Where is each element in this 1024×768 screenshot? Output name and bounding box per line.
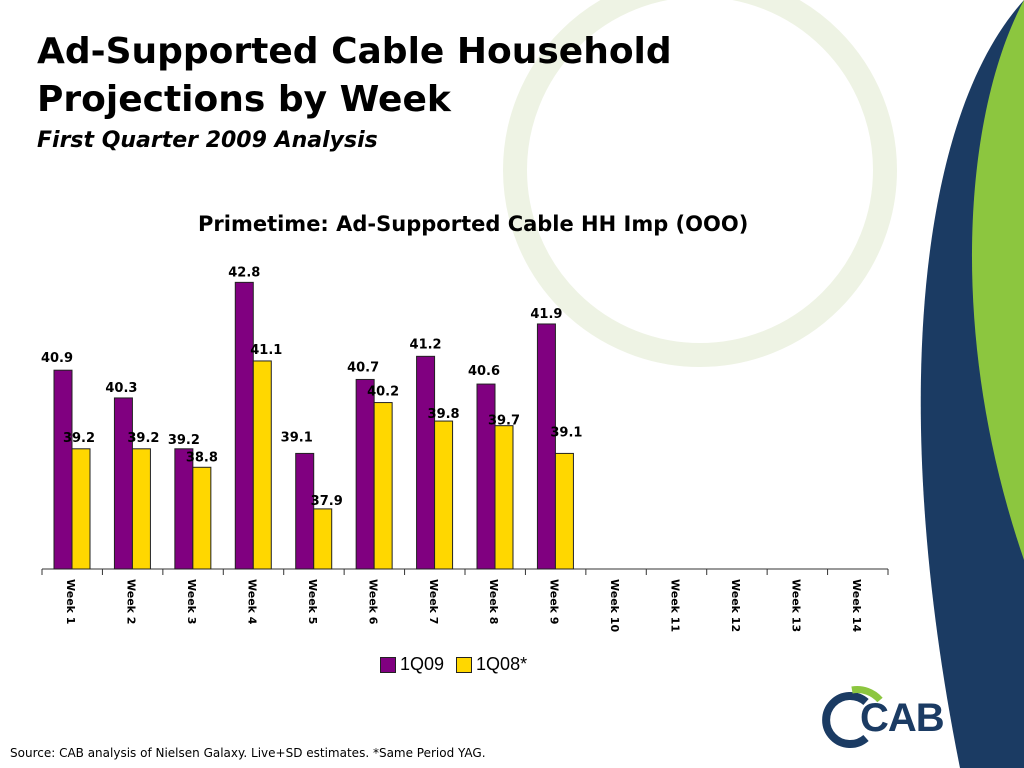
bar-1q08 bbox=[494, 425, 514, 570]
bar-1q09 bbox=[295, 452, 315, 570]
cab-logo-mark bbox=[822, 686, 883, 748]
bar-1q08 bbox=[252, 360, 272, 570]
legend-item-1q09: 1Q09 bbox=[380, 654, 444, 675]
bar-1q09 bbox=[536, 323, 556, 570]
x-tick-label: Week 3 bbox=[185, 579, 198, 624]
page-title: Ad-Supported Cable Household Projections… bbox=[37, 28, 672, 124]
data-label: 39.1 bbox=[281, 430, 313, 445]
watermark-ring bbox=[503, 0, 897, 367]
data-label: 39.1 bbox=[550, 425, 582, 440]
x-tick-label: Week 14 bbox=[850, 579, 863, 632]
legend-label-1q09: 1Q09 bbox=[400, 654, 445, 674]
legend-swatch-1q08 bbox=[456, 656, 473, 673]
x-tick-label: Week 7 bbox=[427, 579, 440, 624]
bar-1q08 bbox=[192, 466, 212, 570]
x-tick-label: Week 5 bbox=[306, 579, 319, 624]
page-subtitle: First Quarter 2009 Analysis bbox=[37, 128, 378, 153]
legend-label-1q08: 1Q08* bbox=[476, 654, 528, 674]
bar-1q09 bbox=[113, 397, 133, 570]
x-tick-label: Week 13 bbox=[789, 579, 802, 632]
x-tick-label: Week 11 bbox=[669, 579, 682, 632]
data-label: 39.2 bbox=[63, 431, 95, 446]
bar-1q08 bbox=[554, 452, 574, 570]
cab-logo: CAB bbox=[822, 680, 982, 752]
data-label: 40.3 bbox=[105, 381, 137, 396]
bar-1q08 bbox=[373, 402, 393, 570]
bar-1q09 bbox=[355, 378, 375, 570]
data-label: 41.2 bbox=[410, 337, 442, 352]
data-label: 42.8 bbox=[228, 265, 260, 280]
legend-swatch-1q09 bbox=[380, 656, 396, 673]
data-label: 41.1 bbox=[250, 343, 282, 358]
data-label: 40.6 bbox=[468, 364, 500, 379]
data-label: 40.9 bbox=[41, 351, 73, 366]
x-tick-label: Week 4 bbox=[246, 579, 259, 625]
x-tick-label: Week 10 bbox=[608, 579, 621, 632]
x-tick-label: Week 8 bbox=[487, 579, 500, 624]
data-label: 40.7 bbox=[347, 360, 379, 375]
title-line-1: Ad-Supported Cable Household bbox=[37, 31, 672, 72]
data-label: 40.2 bbox=[367, 385, 399, 400]
data-label: 39.7 bbox=[488, 414, 520, 429]
green-swoosh bbox=[971, 0, 1024, 560]
data-label: 39.8 bbox=[428, 407, 460, 422]
chart-legend: 1Q09 1Q08* bbox=[380, 654, 527, 675]
x-tick-label: Week 2 bbox=[125, 579, 138, 624]
data-label: 39.2 bbox=[168, 433, 200, 448]
chart-title: Primetime: Ad-Supported Cable HH Imp (OO… bbox=[198, 212, 749, 236]
data-label: 37.9 bbox=[311, 494, 343, 509]
bar-1q09 bbox=[174, 448, 194, 570]
source-note: Source: CAB analysis of Nielsen Galaxy. … bbox=[10, 746, 486, 760]
x-tick-label: Week 6 bbox=[366, 579, 379, 625]
bar-1q09 bbox=[476, 383, 496, 570]
x-tick-label: Week 1 bbox=[64, 579, 77, 624]
bar-1q08 bbox=[434, 420, 454, 570]
x-tick-label: Week 9 bbox=[548, 579, 561, 624]
bar-1q09 bbox=[416, 355, 436, 570]
cab-logo-text: CAB bbox=[860, 696, 945, 740]
data-label: 41.9 bbox=[530, 307, 562, 322]
bar-1q08 bbox=[71, 448, 91, 570]
bar-1q09 bbox=[53, 369, 73, 570]
bar-1q09 bbox=[234, 281, 254, 570]
title-line-2: Projections by Week bbox=[37, 79, 451, 120]
bar-1q08 bbox=[131, 448, 151, 570]
data-label: 39.2 bbox=[127, 431, 159, 446]
data-label: 38.8 bbox=[186, 450, 218, 465]
bar-1q08 bbox=[313, 508, 333, 570]
legend-item-1q08: 1Q08* bbox=[456, 654, 527, 675]
x-tick-label: Week 12 bbox=[729, 579, 742, 632]
